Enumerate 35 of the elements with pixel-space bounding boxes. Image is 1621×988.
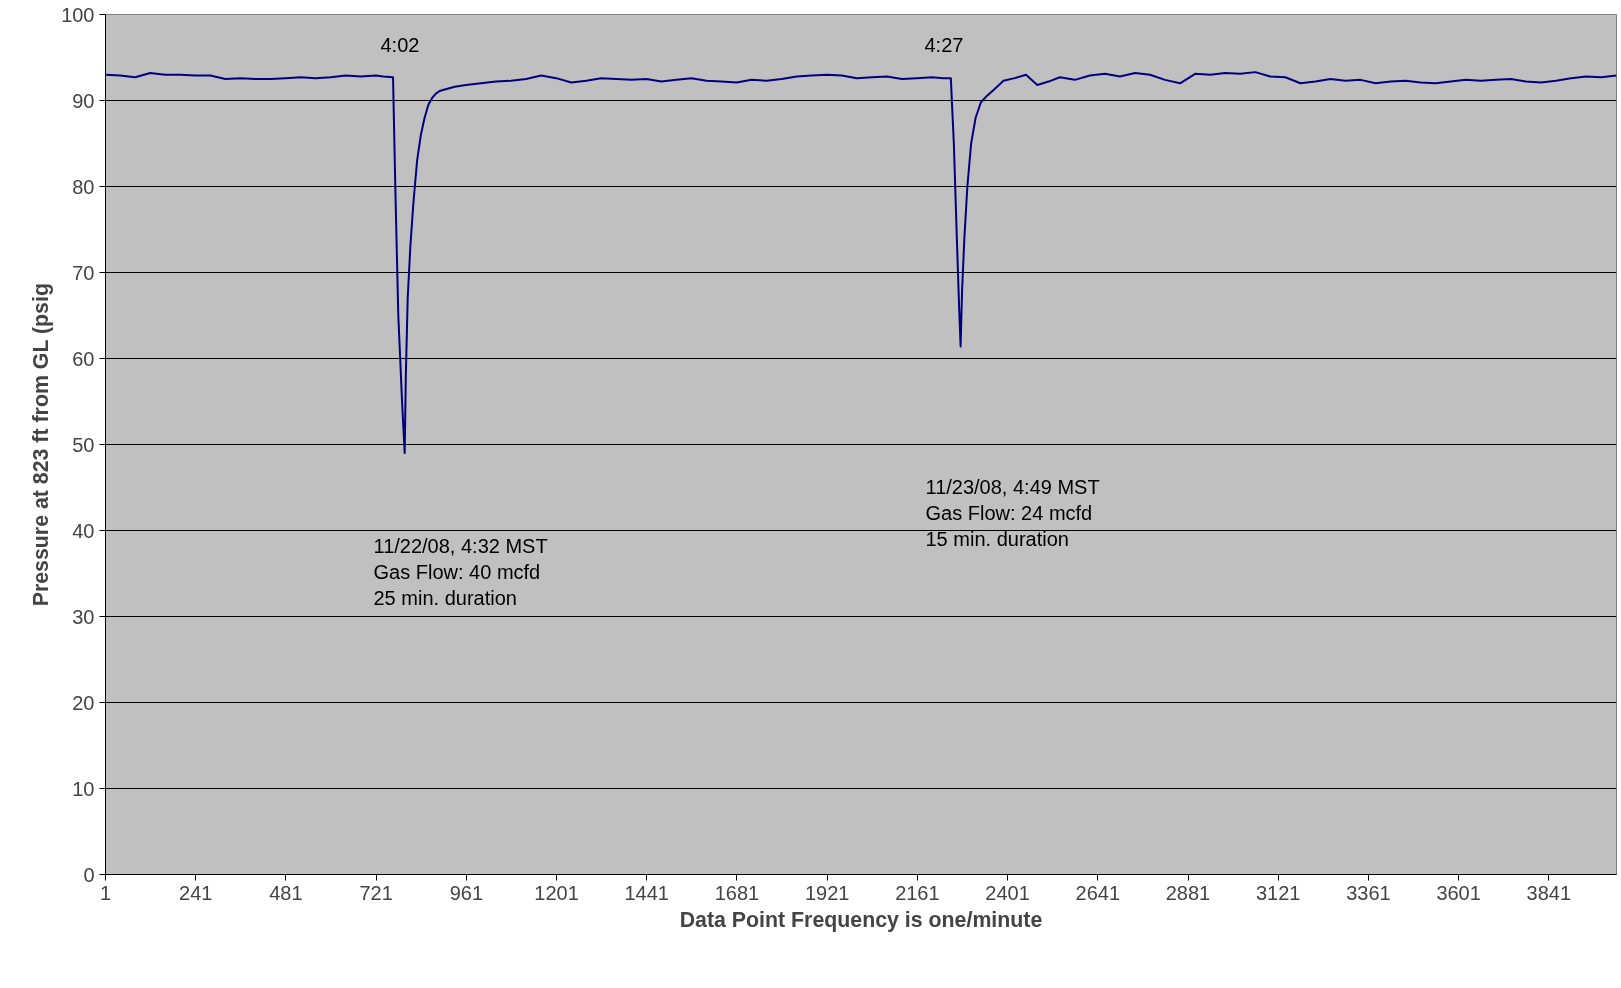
x-tick-label: 3841: [1526, 881, 1572, 904]
y-tick-label: 60: [72, 347, 95, 370]
y-tick-label: 10: [72, 777, 95, 800]
annotation: 4:27: [924, 33, 964, 56]
x-tick-label: 481: [269, 881, 303, 904]
x-tick-label: 2161: [895, 881, 940, 904]
y-tick-label: 40: [72, 519, 95, 542]
x-tick-label: 1681: [714, 881, 760, 904]
x-tick-label: 2881: [1165, 881, 1211, 904]
y-tick-label: 70: [72, 261, 95, 284]
annotation: 11/22/08, 4:32 MST Gas Flow: 40 mcfd 25 min. duration: [373, 534, 548, 610]
x-tick-label: 1921: [804, 881, 850, 904]
annotation: 4:02: [380, 33, 420, 56]
x-tick-label: 2401: [985, 881, 1030, 904]
y-tick-label: 0: [83, 863, 95, 886]
x-tick-label: 241: [179, 881, 213, 904]
annotation: 11/23/08, 4:49 MST Gas Flow: 24 mcfd 15 min. duration: [925, 475, 1100, 551]
y-axis-title: Pressure at 823 ft from GL (psig: [29, 283, 54, 607]
y-tick-label: 30: [72, 605, 95, 628]
x-tick-label: 3121: [1255, 881, 1301, 904]
x-tick-label: 961: [449, 881, 484, 904]
x-tick-label: 2641: [1075, 881, 1121, 904]
x-tick-label: 1201: [534, 881, 579, 904]
y-tick-label: 20: [72, 691, 95, 714]
x-tick-label: 1: [99, 881, 112, 904]
line-series: [105, 71, 1617, 455]
x-tick-label: 3361: [1346, 881, 1391, 904]
x-axis-title: Data Point Frequency is one/minute: [679, 907, 1043, 932]
y-tick-label: 50: [72, 433, 95, 456]
y-tick-label: 100: [61, 3, 95, 26]
x-tick-label: 3601: [1436, 881, 1481, 904]
x-tick-label: 721: [359, 881, 393, 904]
y-tick-label: 80: [72, 175, 95, 198]
y-tick-label: 90: [72, 89, 95, 112]
x-tick-label: 1441: [624, 881, 670, 904]
